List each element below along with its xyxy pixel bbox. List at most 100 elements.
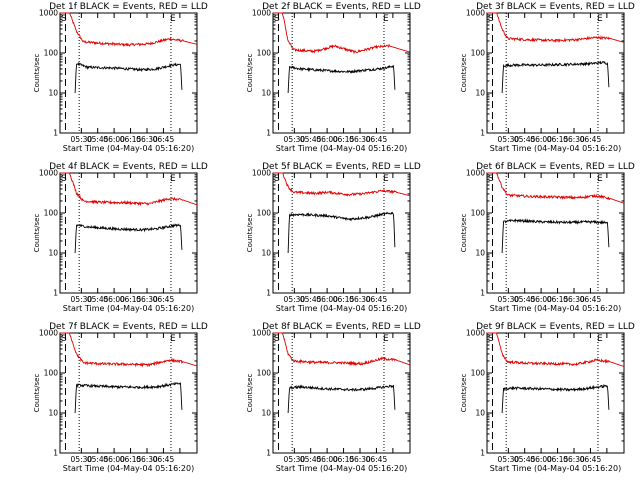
events-series-line	[501, 383, 610, 414]
x-tick-label: 06:15	[547, 135, 569, 144]
y-axis-label: Counts/sec	[246, 214, 254, 253]
y-tick-label: 100	[44, 209, 59, 218]
lld-series-line	[273, 172, 411, 197]
x-tick-label: 06:45	[366, 455, 388, 464]
plot-frame	[486, 12, 625, 134]
start-marker: S	[61, 334, 67, 344]
x-axis-label: Start Time (04-May-04 05:16:20)	[63, 464, 194, 473]
x-axis-label: Start Time (04-May-04 05:16:20)	[276, 464, 407, 473]
y-axis-label: Counts/sec	[33, 214, 41, 253]
y-tick-label: 1	[480, 449, 485, 458]
end-marker: E	[597, 14, 603, 24]
x-tick-label: 06:45	[580, 455, 602, 464]
x-tick-label: 06:15	[333, 135, 355, 144]
y-tick-label: 100	[257, 49, 272, 58]
y-tick-label: 10	[48, 409, 58, 418]
x-tick-label: 06:30	[349, 135, 371, 144]
x-axis-label: Start Time (04-May-04 05:16:20)	[276, 304, 407, 313]
x-tick-label: 06:00	[530, 455, 552, 464]
x-tick-label: 06:00	[103, 295, 125, 304]
start-marker: S	[61, 174, 67, 184]
y-tick-label: 1	[53, 289, 58, 298]
x-tick-label: 06:00	[530, 135, 552, 144]
plot-frame	[486, 172, 625, 294]
lld-series-line	[487, 332, 625, 367]
y-tick-label: 1000	[466, 329, 485, 338]
x-tick-label: 06:45	[153, 135, 175, 144]
y-tick-label: 100	[257, 369, 272, 378]
x-tick-label: 06:00	[103, 135, 125, 144]
y-tick-label: 100	[44, 49, 59, 58]
plot-frame	[59, 332, 198, 454]
x-tick-label: 05:45	[87, 455, 109, 464]
x-tick-label: 06:30	[136, 135, 158, 144]
x-tick-label: 06:15	[333, 455, 355, 464]
y-tick-label: 10	[261, 249, 271, 258]
y-tick-label: 10	[48, 249, 58, 258]
x-tick-label: 06:15	[120, 455, 142, 464]
panel-title: Det 6f BLACK = Events, RED = LLD	[476, 162, 635, 172]
x-tick-label: 06:45	[366, 135, 388, 144]
x-tick-label: 06:30	[349, 455, 371, 464]
y-tick-label: 10	[261, 409, 271, 418]
end-marker: E	[383, 174, 389, 184]
x-axis-label: Start Time (04-May-04 05:16:20)	[63, 144, 194, 153]
detector-panel-6: Det 6f BLACK = Events, RED = LLD 1 10 100 10…	[460, 162, 635, 313]
x-tick-label: 06:15	[120, 295, 142, 304]
y-tick-label: 1	[266, 289, 271, 298]
x-tick-label: 05:30	[498, 295, 520, 304]
x-axis-label: Start Time (04-May-04 05:16:20)	[490, 144, 621, 153]
y-axis-label: Counts/sec	[246, 54, 254, 93]
lld-series-line	[273, 332, 411, 367]
plot-frame	[486, 332, 625, 454]
events-series-line	[287, 64, 396, 94]
end-marker: E	[383, 14, 389, 24]
x-tick-label: 06:00	[530, 295, 552, 304]
detector-panel-7: Det 7f BLACK = Events, RED = LLD 1 10 100 10…	[33, 322, 208, 473]
events-series-line	[74, 61, 183, 94]
start-marker: S	[488, 334, 494, 344]
y-axis-label: Counts/sec	[460, 54, 468, 93]
y-tick-label: 10	[475, 89, 485, 98]
y-tick-label: 1	[266, 129, 271, 138]
plot-frame	[59, 172, 198, 294]
x-tick-label: 05:45	[87, 135, 109, 144]
detector-panel-4: Det 4f BLACK = Events, RED = LLD 1 10 100 10…	[33, 162, 208, 313]
x-tick-label: 05:30	[71, 455, 93, 464]
x-tick-label: 05:30	[498, 455, 520, 464]
y-axis-label: Counts/sec	[460, 374, 468, 413]
x-tick-label: 06:45	[580, 295, 602, 304]
detector-panel-5: Det 5f BLACK = Events, RED = LLD 1 10 100 10…	[246, 162, 421, 313]
y-tick-label: 100	[44, 369, 59, 378]
panel-title: Det 4f BLACK = Events, RED = LLD	[49, 162, 208, 172]
x-tick-label: 06:45	[366, 295, 388, 304]
x-axis-label: Start Time (04-May-04 05:16:20)	[490, 464, 621, 473]
detector-panel-2: Det 2f BLACK = Events, RED = LLD 1 10 100 10…	[246, 2, 421, 153]
x-tick-label: 05:30	[498, 135, 520, 144]
y-tick-label: 10	[475, 249, 485, 258]
detector-panel-3: Det 3f BLACK = Events, RED = LLD 1 10 100 10…	[460, 2, 635, 153]
start-marker: S	[488, 174, 494, 184]
lld-series-line	[60, 332, 198, 368]
events-series-line	[501, 60, 610, 94]
x-tick-label: 05:30	[71, 295, 93, 304]
y-tick-label: 1	[480, 289, 485, 298]
y-tick-label: 1	[53, 129, 58, 138]
x-tick-label: 06:45	[580, 135, 602, 144]
y-tick-label: 1000	[252, 9, 271, 18]
y-tick-label: 1	[266, 449, 271, 458]
events-series-line	[287, 211, 396, 254]
detector-panel-9: Det 9f BLACK = Events, RED = LLD 1 10 100 10…	[460, 322, 635, 473]
x-tick-label: 05:45	[300, 135, 322, 144]
events-series-line	[74, 381, 183, 414]
panel-title: Det 3f BLACK = Events, RED = LLD	[476, 2, 635, 12]
x-tick-label: 06:15	[120, 135, 142, 144]
lld-series-line	[60, 12, 198, 47]
y-axis-label: Counts/sec	[33, 374, 41, 413]
y-tick-label: 10	[261, 89, 271, 98]
x-tick-label: 05:45	[300, 455, 322, 464]
y-tick-label: 1	[480, 129, 485, 138]
y-tick-label: 1000	[466, 169, 485, 178]
x-tick-label: 06:00	[316, 455, 338, 464]
